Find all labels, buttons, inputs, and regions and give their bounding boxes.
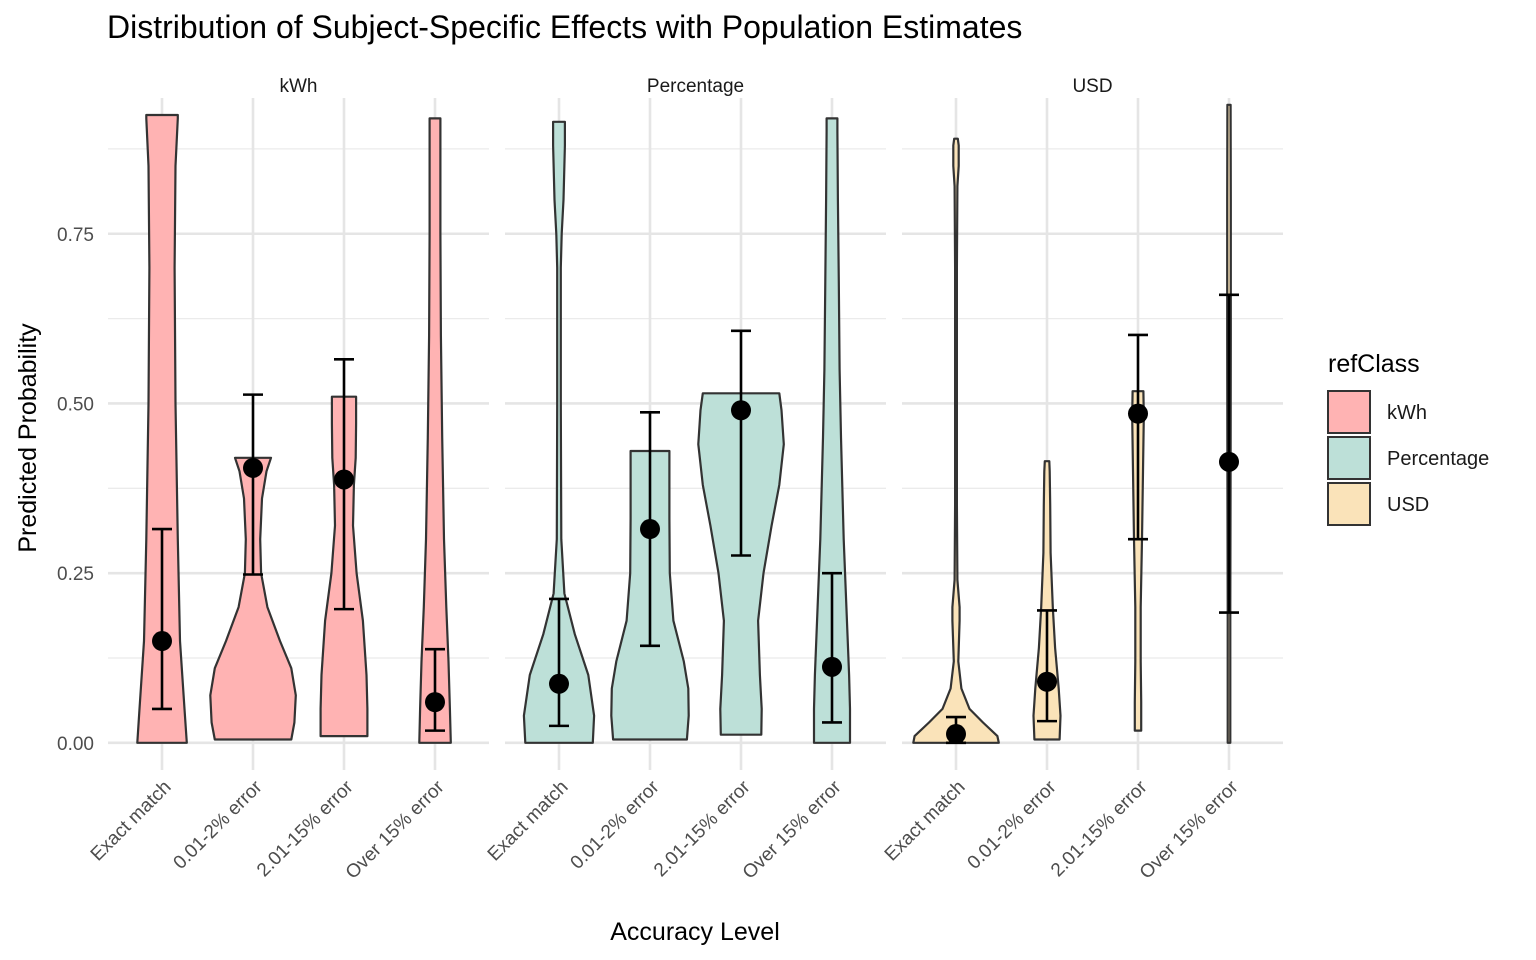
population-estimate-point [152, 631, 172, 652]
x-tick-label: 2.01-15% error [1047, 776, 1152, 881]
x-tick-label: Exact match [881, 777, 970, 866]
violin-percentage [812, 117, 852, 744]
y-tick-label: 0.25 [57, 564, 94, 585]
legend-label-percentage: Percentage [1387, 448, 1489, 470]
legend-label-kwh: kWh [1387, 402, 1427, 424]
x-tick-label: 0.01-2% error [567, 776, 664, 873]
legend-key-kwh [1327, 390, 1371, 434]
legend-label-usd: USD [1387, 494, 1429, 516]
facet-strip-label: USD [1072, 76, 1112, 97]
violin-percentage [697, 392, 785, 736]
violin-usd [1131, 390, 1145, 732]
population-estimate-point [822, 656, 842, 677]
x-tick-label: 2.01-15% error [650, 776, 755, 881]
x-tick-label: Exact match [87, 777, 176, 866]
population-estimate-point [1128, 403, 1148, 424]
x-tick-label: 2.01-15% error [253, 776, 358, 881]
population-estimate-point [1037, 671, 1057, 692]
facet-strip-label: Percentage [647, 76, 744, 97]
population-estimate-point [1219, 451, 1239, 472]
violin-percentage [522, 120, 596, 744]
legend-title: refClass [1328, 350, 1420, 378]
y-tick-label: 0.75 [57, 225, 94, 246]
x-axis-title: Accuracy Level [610, 918, 780, 946]
x-tick-label: 0.01-2% error [964, 776, 1061, 873]
population-estimate-point [549, 673, 569, 694]
population-estimate-point [243, 457, 263, 478]
x-tick-label: Exact match [484, 777, 573, 866]
legend-key-percentage [1327, 436, 1371, 480]
population-estimate-point [425, 692, 445, 713]
x-tick-label: Over 15% error [1136, 776, 1243, 883]
legend-key-usd [1327, 482, 1371, 526]
y-tick-label: 0.50 [57, 394, 94, 415]
violin-kwh [136, 113, 188, 744]
y-axis-title: Predicted Probability [14, 323, 42, 553]
x-tick-label: Over 15% error [739, 776, 846, 883]
population-estimate-point [731, 400, 751, 421]
x-tick-label: 0.01-2% error [170, 776, 267, 873]
violin-usd [912, 137, 1000, 744]
violin-kwh [418, 117, 452, 744]
facet-strip-label: kWh [280, 76, 318, 97]
violin-usd [1032, 460, 1062, 741]
legend: refClass kWh Percentage USD [1327, 350, 1489, 526]
population-estimate-point [640, 519, 660, 540]
y-tick-label: 0.00 [57, 734, 94, 755]
violin-kwh [209, 456, 297, 741]
population-estimate-point [334, 469, 354, 490]
x-tick-label: Over 15% error [342, 776, 449, 883]
population-estimate-point [946, 724, 966, 745]
chart-title: Distribution of Subject-Specific Effects… [107, 9, 1022, 45]
